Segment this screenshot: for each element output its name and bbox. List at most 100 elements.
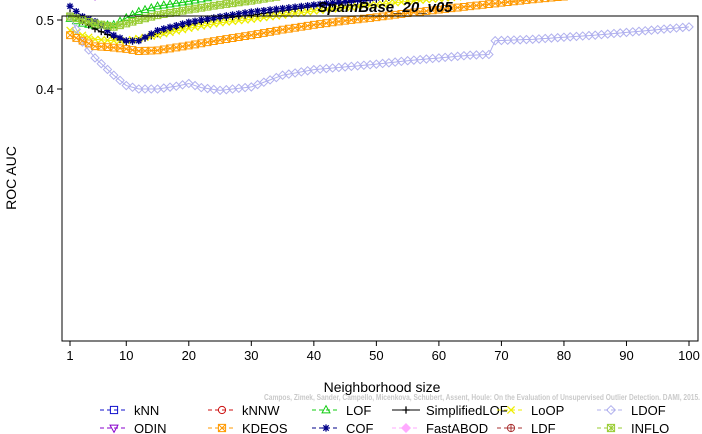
data-point-loop bbox=[334, 4, 343, 13]
x-tick-label: 70 bbox=[494, 348, 508, 363]
data-point-kdeos bbox=[466, 2, 475, 11]
data-point-cof bbox=[172, 21, 180, 29]
data-point-loop bbox=[322, 5, 331, 14]
x-tick-label: 20 bbox=[182, 348, 196, 363]
data-point-loop bbox=[166, 28, 174, 37]
data-point-ldof bbox=[196, 82, 207, 93]
data-point-cof bbox=[347, 0, 355, 5]
data-point-cof bbox=[266, 6, 274, 14]
data-point-lof bbox=[171, 0, 181, 7]
data-point-kdeos bbox=[485, 0, 493, 9]
data-point-kdeos bbox=[241, 32, 249, 41]
data-point-kdeos bbox=[72, 34, 81, 42]
data-point-ldof bbox=[190, 80, 200, 91]
data-point-kdeos bbox=[184, 41, 193, 50]
data-point-kdeos bbox=[328, 18, 337, 27]
data-point-inflo bbox=[241, 0, 249, 6]
data-point-kdeos bbox=[447, 4, 456, 13]
data-point-cof bbox=[191, 17, 199, 25]
data-point-cof bbox=[116, 34, 124, 42]
data-point-inflo bbox=[84, 17, 93, 26]
data-point-kdeos bbox=[434, 5, 443, 14]
data-point-inflo bbox=[253, 0, 262, 4]
data-point-cof bbox=[260, 6, 268, 14]
data-point-inflo bbox=[159, 10, 168, 18]
data-point-inflo bbox=[259, 0, 268, 3]
data-point-inflo bbox=[228, 0, 237, 8]
data-point-loop bbox=[178, 25, 187, 34]
data-point-inflo bbox=[116, 21, 124, 30]
x-tick-label: 30 bbox=[244, 348, 258, 363]
data-point-cof bbox=[247, 8, 255, 16]
data-point-lof bbox=[140, 4, 150, 14]
legend-item-loop: LoOP bbox=[497, 403, 564, 418]
data-point-ldof bbox=[96, 58, 107, 69]
data-point-loop bbox=[416, 0, 425, 5]
data-point-loop bbox=[159, 29, 168, 38]
data-point-cof bbox=[304, 2, 311, 9]
data-point-simplifiedlof bbox=[375, 0, 378, 3]
legend-label-knn: kNN bbox=[134, 403, 159, 418]
data-point-ldof bbox=[127, 82, 138, 93]
data-point-cof bbox=[229, 11, 236, 19]
data-point-cof bbox=[210, 14, 218, 22]
data-point-ldof bbox=[484, 49, 494, 60]
data-point-kdeos bbox=[247, 31, 256, 40]
data-point-loop bbox=[216, 18, 224, 27]
series-ldof bbox=[65, 11, 694, 96]
data-point-cof bbox=[160, 25, 168, 33]
data-point-loop bbox=[360, 2, 368, 10]
data-point-loop bbox=[259, 13, 268, 22]
data-point-kdeos bbox=[66, 31, 74, 40]
data-point-loop bbox=[428, 0, 437, 4]
data-point-kdeos bbox=[497, 0, 506, 7]
legend-item-ldof: LDOF bbox=[597, 403, 666, 418]
data-point-kdeos bbox=[503, 0, 512, 6]
legend-marker-inflo bbox=[606, 423, 616, 433]
data-point-loop bbox=[209, 20, 218, 28]
data-point-kdeos bbox=[516, 0, 525, 5]
legend-marker-knnw bbox=[217, 405, 227, 415]
data-point-kdeos bbox=[528, 0, 537, 4]
data-point-inflo bbox=[234, 0, 243, 7]
data-point-loop bbox=[247, 15, 256, 24]
legend-item-odin: ODIN bbox=[100, 421, 167, 434]
data-point-cof bbox=[166, 23, 174, 31]
data-point-cof bbox=[204, 15, 211, 23]
data-point-kdeos bbox=[297, 22, 306, 31]
x-tick-label: 60 bbox=[432, 348, 446, 363]
data-point-kdeos bbox=[284, 24, 293, 33]
data-point-inflo bbox=[266, 0, 274, 2]
data-point-cof bbox=[110, 31, 118, 39]
data-point-cof bbox=[185, 18, 193, 26]
data-point-cof bbox=[272, 5, 280, 13]
data-point-kdeos bbox=[209, 37, 218, 46]
data-point-kdeos bbox=[472, 1, 481, 10]
series-kdeos bbox=[66, 0, 568, 55]
y-tick-label: 0.5 bbox=[36, 13, 54, 28]
data-point-inflo bbox=[216, 0, 224, 9]
data-point-cof bbox=[66, 2, 74, 10]
data-point-lof bbox=[190, 0, 200, 4]
data-point-inflo bbox=[247, 0, 256, 5]
legend: kNN kNNW LOF SimplifiedLOF LoOP LDOF ODIN KDEOS… bbox=[100, 403, 669, 434]
data-point-inflo bbox=[197, 3, 206, 12]
legend-label-lof: LOF bbox=[346, 403, 371, 418]
data-point-cof bbox=[235, 10, 243, 18]
data-point-kdeos bbox=[228, 34, 237, 42]
data-point-cof bbox=[122, 37, 130, 45]
data-point-loop bbox=[397, 0, 406, 6]
data-point-kdeos bbox=[522, 0, 531, 4]
data-point-ldof bbox=[115, 75, 125, 86]
data-point-kdeos bbox=[547, 0, 556, 2]
data-point-kdeos bbox=[478, 0, 487, 9]
data-point-simplifiedlof bbox=[381, 0, 384, 2]
data-point-lof bbox=[159, 0, 169, 9]
data-point-lof bbox=[127, 9, 138, 19]
data-point-lof bbox=[152, 1, 163, 10]
data-point-inflo bbox=[78, 16, 87, 24]
data-point-kdeos bbox=[322, 19, 331, 28]
data-point-loop bbox=[266, 12, 274, 21]
data-point-cof bbox=[297, 2, 305, 10]
data-point-loop bbox=[341, 3, 349, 12]
